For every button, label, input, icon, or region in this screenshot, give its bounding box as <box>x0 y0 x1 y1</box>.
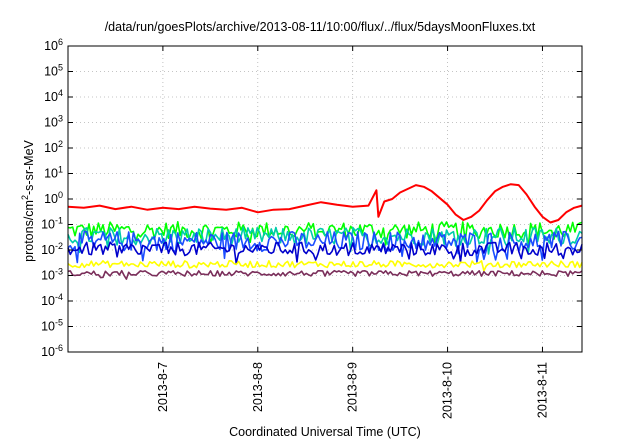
x-tick-label: 2013-8-9 <box>346 362 360 412</box>
x-tick-label: 2013-8-10 <box>441 362 455 419</box>
grid-layer <box>68 46 582 352</box>
y-tick-label: 10-1 <box>41 216 63 232</box>
x-axis-label: Coordinated Universal Time (UTC) <box>229 425 421 439</box>
y-tick-label: 106 <box>44 37 63 53</box>
chart-title: /data/run/goesPlots/archive/2013-08-11/1… <box>104 20 536 34</box>
y-tick-label: 105 <box>44 63 63 79</box>
y-tick-label: 102 <box>44 139 63 155</box>
y-tick-label: 101 <box>44 165 63 181</box>
y-tick-label: 104 <box>44 88 63 104</box>
series-layer <box>67 183 583 280</box>
x-tick-label: 2013-8-7 <box>156 362 170 412</box>
x-tick-label: 2013-8-11 <box>535 362 549 418</box>
y-tick-label: 10-2 <box>41 241 63 257</box>
y-tick-label: 10-4 <box>41 292 63 308</box>
y-tick-label: 103 <box>44 114 63 130</box>
series-line-0 <box>67 183 583 224</box>
series-line-3 <box>67 230 583 264</box>
series-line-6 <box>67 269 583 280</box>
y-tick-label: 10-5 <box>41 318 63 334</box>
series-line-5 <box>67 260 583 272</box>
x-tick-label: 2013-8-8 <box>251 362 265 412</box>
series-line-4 <box>67 241 583 265</box>
y-tick-label: 100 <box>44 190 63 206</box>
y-tick-label: 10-6 <box>41 343 63 359</box>
series-line-2 <box>67 226 583 255</box>
y-tick-label: 10-3 <box>41 267 63 283</box>
tick-layer: 10-6 10-5 10-4 10-3 10-2 10-1 100 101 102 103 104 1… <box>41 37 582 419</box>
